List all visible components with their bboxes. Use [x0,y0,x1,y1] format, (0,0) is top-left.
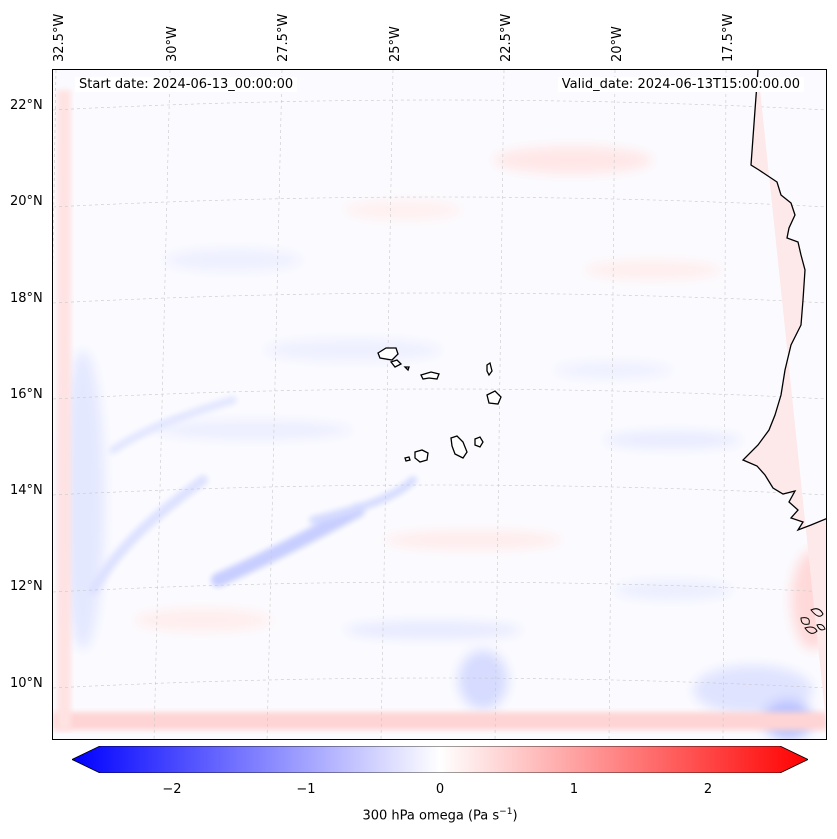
lat-label-20n: 20°N [10,194,43,209]
cape-verde-islands [377,347,502,463]
lon-label-30w: 30°W [165,26,180,62]
lat-label-18n: 18°N [10,291,43,306]
colorbar-label-end: ) [512,808,518,824]
lon-label-27-5w: 27.5°W [276,13,291,62]
lon-label-17-5w: 17.5°W [721,13,736,62]
colorbar-label-exponent: −1 [499,807,513,817]
start-date-label: Start date: 2024-06-13_00:00:00 [75,77,298,92]
colorbar-tick-neg2: −2 [162,782,182,797]
brava-island [404,456,411,462]
lon-label-32-5w: 32.5°W [52,13,67,62]
field-patches [53,70,826,739]
lon-label-25w: 25°W [388,26,403,62]
santa-luzia-island [403,366,410,372]
lon-label-20w: 20°W [610,26,625,62]
africa-coastline [741,70,826,722]
boa-vista-island [486,390,502,405]
colorbar-gradient [72,746,808,773]
lat-label-12n: 12°N [10,579,43,594]
colorbar-tick-0: 0 [435,782,445,797]
valid-date-label: Valid_date: 2024-06-13T15:00:00.00 [557,77,804,92]
colorbar-tick-2: 2 [703,782,713,797]
lat-label-16n: 16°N [10,387,43,402]
left-edge-band [57,90,71,730]
colorbar-label: 300 hPa omega (Pa s−1) [0,807,837,823]
lon-label-22-5w: 22.5°W [499,13,514,62]
map-panel[interactable] [52,69,827,740]
bijagos-islands [800,608,826,634]
field-streaks [88,396,417,595]
colorbar-tick-1: 1 [569,782,579,797]
colorbar-label-text: 300 hPa omega (Pa s [362,808,500,824]
sal-island [486,361,493,377]
sao-vicente-island [389,359,403,368]
santo-antao-island [377,347,399,361]
lat-label-14n: 14°N [10,483,43,498]
omega-field [53,70,826,739]
graticule [53,70,826,739]
lat-label-22n: 22°N [10,98,43,113]
lat-label-10n: 10°N [10,676,43,691]
bottom-edge-band [53,712,826,730]
colorbar [72,746,808,773]
maio-island [474,436,484,448]
colorbar-tick-neg1: −1 [296,782,316,797]
fogo-island [414,449,429,463]
santiago-island [450,435,468,459]
sao-nicolau-island [420,371,440,380]
